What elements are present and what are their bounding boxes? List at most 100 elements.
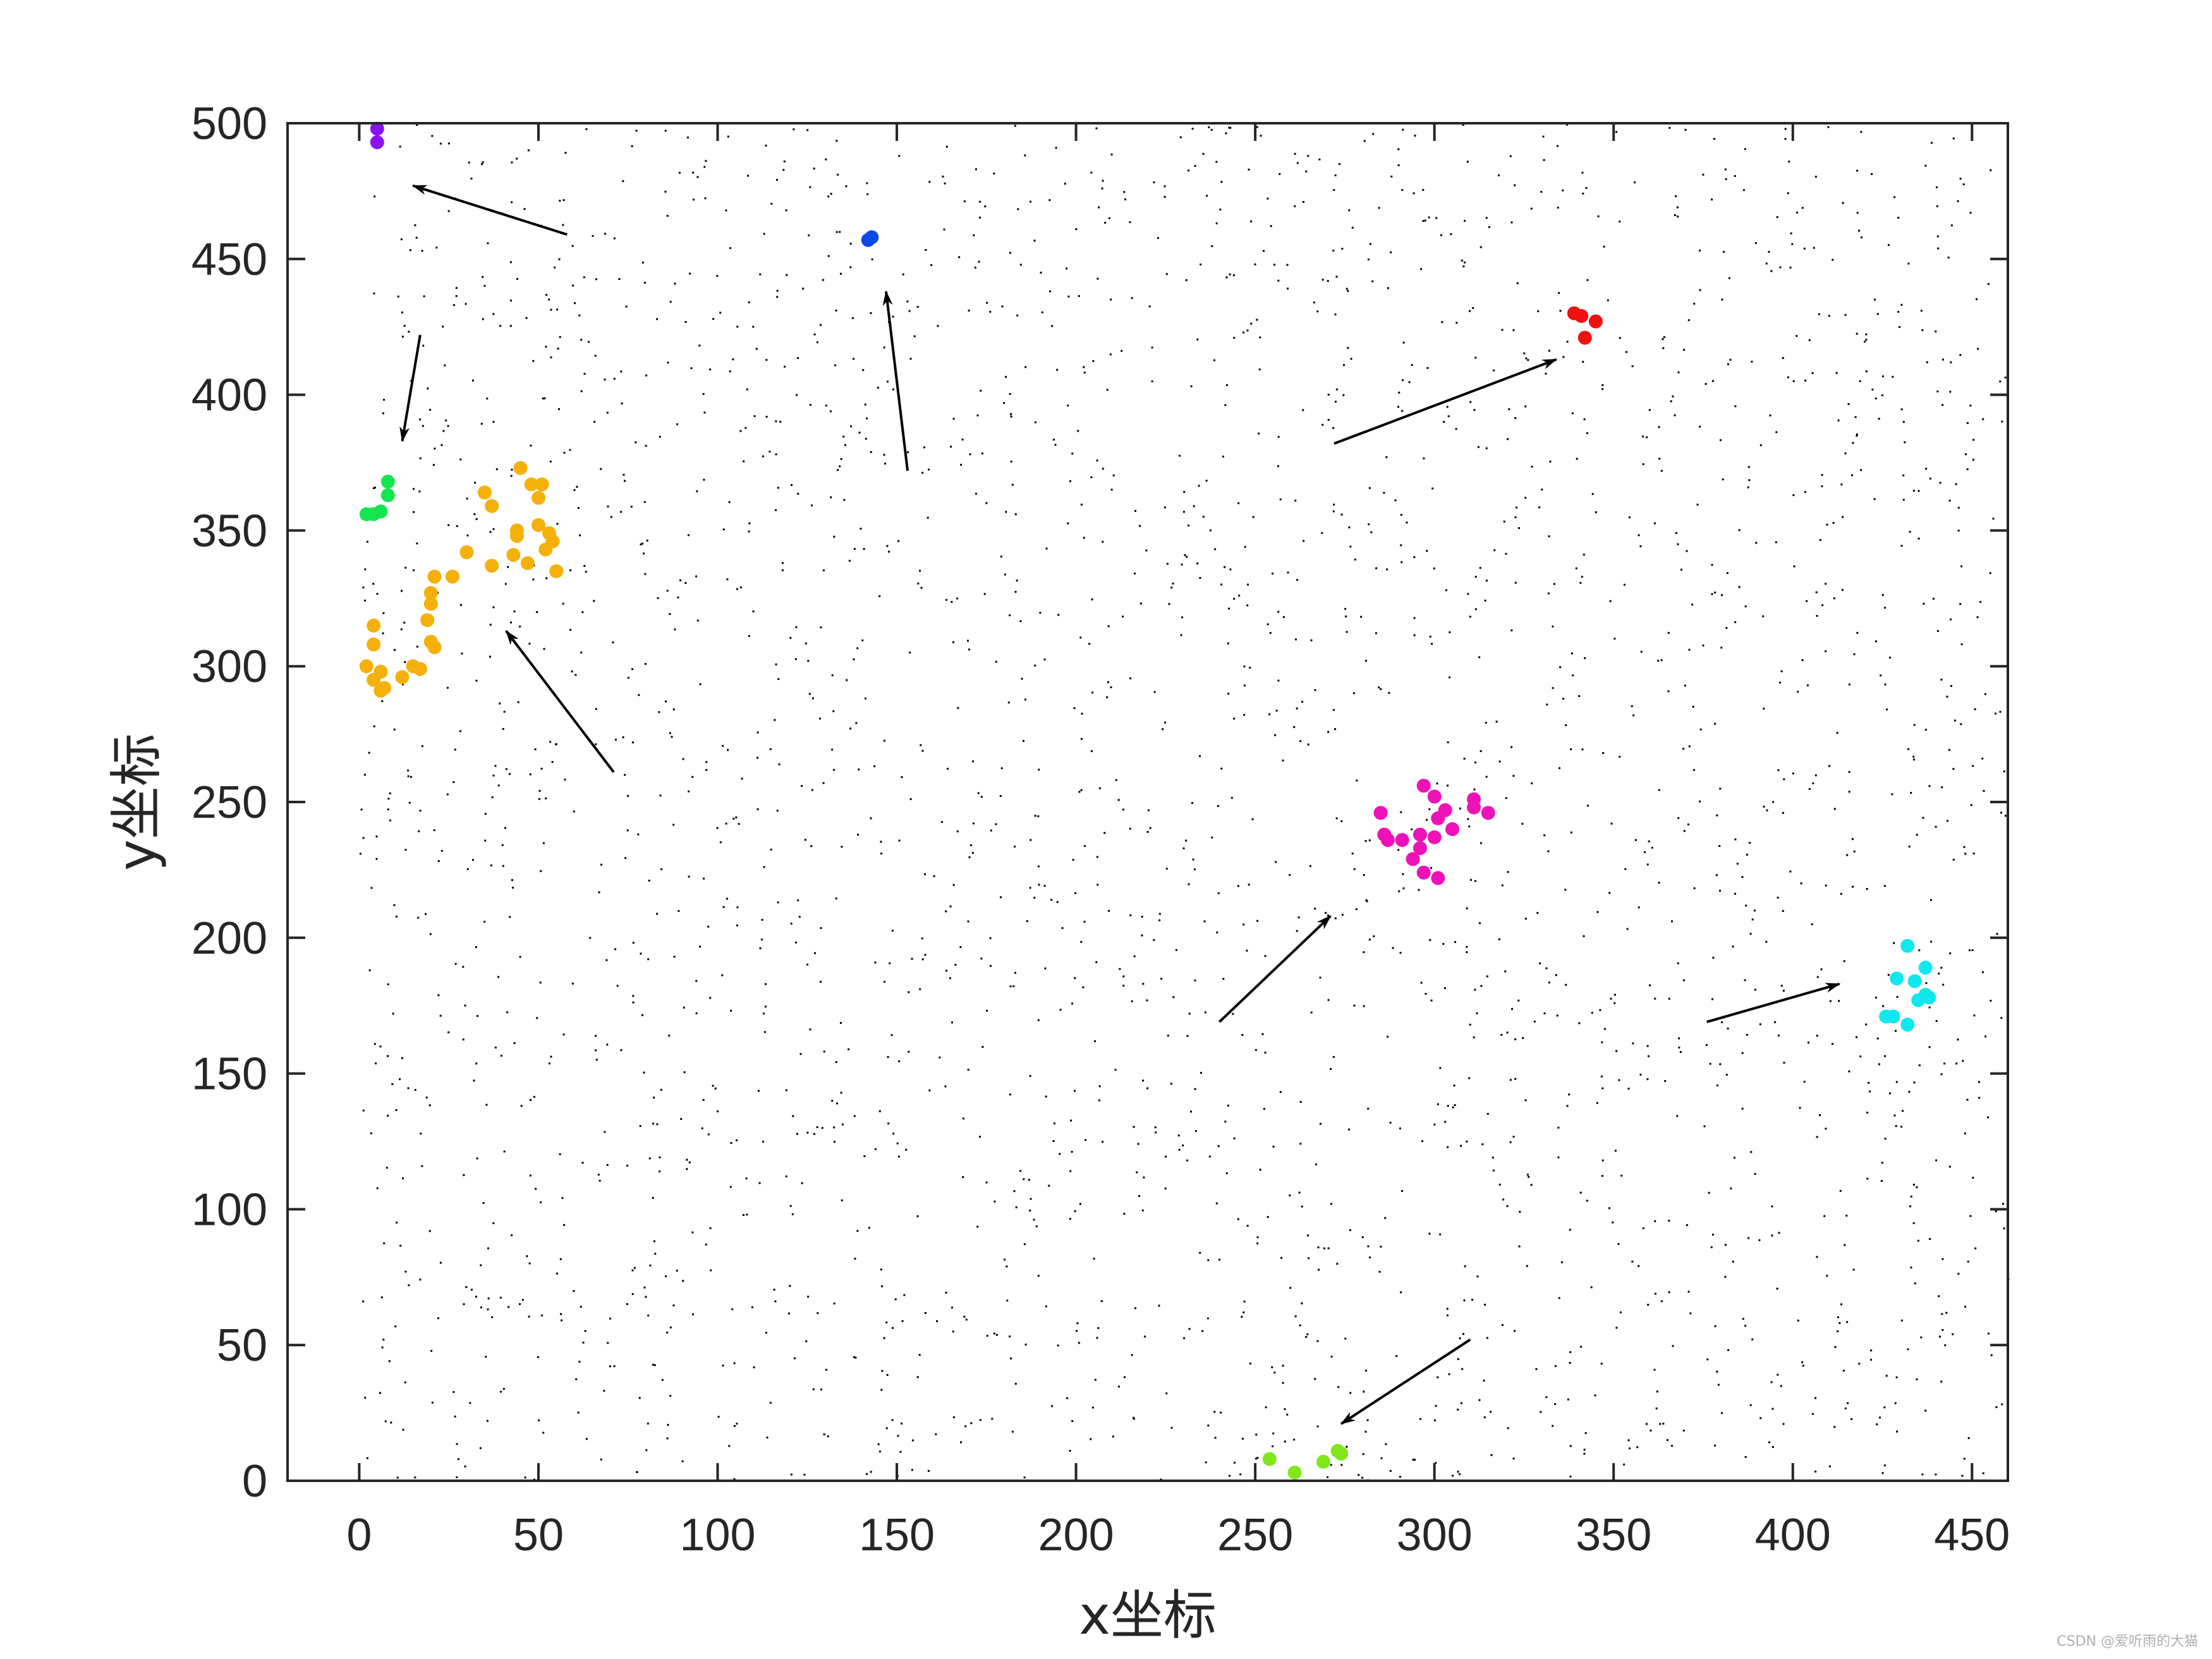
data-point [1588,314,1603,329]
background-point [1705,383,1707,385]
background-point [716,827,719,829]
background-point [688,790,690,793]
background-point [777,678,780,680]
background-point [1714,1444,1716,1447]
x-tick-label: 50 [513,1510,564,1560]
background-point [907,451,909,454]
background-point [1874,298,1876,301]
background-point [473,513,476,515]
background-point [1844,1407,1847,1409]
background-point [1946,695,1948,698]
background-point [1936,186,1938,188]
background-point [1860,469,1863,471]
background-point [1164,185,1166,188]
background-point [1885,1375,1888,1377]
background-point [1083,372,1086,374]
background-point [880,1389,883,1391]
background-point [562,602,564,605]
background-point [1181,563,1183,566]
background-point [1718,845,1721,848]
background-point [1907,1348,1909,1351]
data-point [1918,961,1933,975]
background-point [1642,435,1644,438]
background-point [437,1317,439,1320]
background-point [1166,562,1169,565]
background-point [1929,1237,1931,1240]
background-point [794,941,797,944]
background-point [1003,402,1006,404]
background-point [1806,600,1808,602]
background-point [1844,313,1847,316]
background-point [1543,159,1545,161]
background-point [1097,1327,1100,1329]
background-point [1766,809,1768,811]
background-point [1639,545,1642,547]
background-point [654,1253,657,1255]
background-point [1102,540,1104,543]
background-point [1165,868,1168,870]
background-point [473,1079,475,1082]
data-point [380,488,395,502]
background-point [968,856,971,858]
background-point [971,852,974,854]
background-point [1222,978,1225,980]
background-point [1490,1411,1492,1413]
background-point [1206,1317,1209,1320]
background-point [1226,384,1228,386]
background-point [1000,556,1002,558]
background-point [1615,1050,1618,1052]
background-point [759,947,762,949]
background-point [416,124,418,126]
background-point [1612,1221,1614,1224]
background-point [1746,853,1748,856]
background-point [1202,152,1205,155]
background-point [853,658,855,660]
background-point [1753,909,1756,912]
background-point [1368,939,1371,941]
background-point [945,969,947,972]
background-point [1896,1430,1898,1433]
background-point [362,586,365,589]
background-point [575,1378,578,1380]
background-point [677,596,679,599]
background-point [1887,244,1890,246]
background-point [1893,196,1896,198]
background-point [972,822,975,825]
background-point [1095,961,1098,963]
background-point [1856,435,1858,437]
background-point [1658,789,1660,791]
background-point [864,403,866,406]
background-point [786,274,788,276]
background-point [1021,678,1023,680]
background-point [1397,406,1399,408]
background-point [1990,1354,1993,1356]
background-point [1219,209,1222,211]
background-point [502,727,504,730]
background-point [1940,1380,1943,1383]
background-point [880,1268,882,1271]
background-point [886,1374,889,1376]
background-point [1227,693,1230,695]
background-point [871,258,873,260]
background-point [790,1473,793,1476]
background-point [1511,1008,1513,1011]
background-point [951,1306,953,1309]
background-point [1865,338,1868,341]
background-point [1754,988,1756,991]
background-point [1703,1125,1706,1127]
background-point [1367,1107,1370,1110]
background-point [1414,1459,1416,1461]
background-point [968,309,970,312]
background-point [472,379,474,382]
background-point [1833,808,1836,810]
background-point [789,1285,791,1287]
background-point [1808,788,1811,790]
background-point [519,1303,521,1305]
background-point [495,468,498,470]
background-point [1503,520,1505,523]
background-point [1193,505,1195,507]
background-point [1100,1300,1103,1303]
background-point [901,776,903,779]
background-point [696,619,699,622]
background-point [1712,1234,1714,1236]
